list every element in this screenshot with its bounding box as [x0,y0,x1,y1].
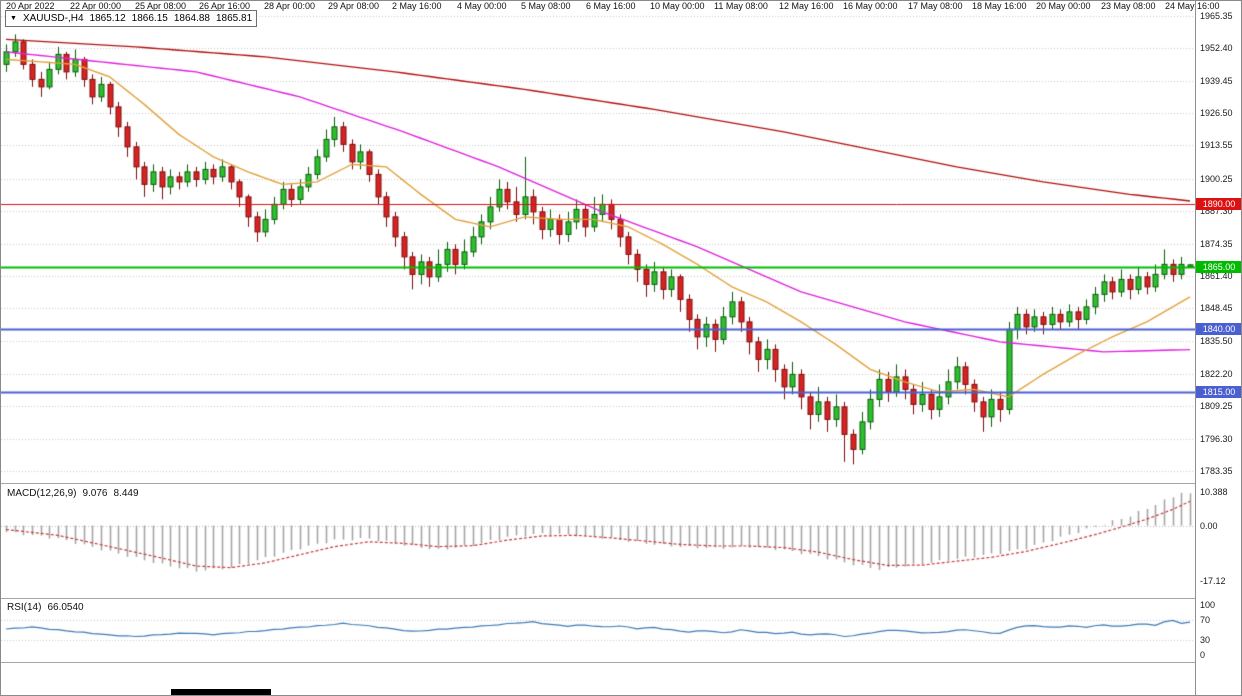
ohlc-high-value: 1866.15 [131,13,168,24]
rsi-axis-label: 30 [1200,635,1211,645]
ohlc-close-value: 1865.81 [215,13,253,24]
ohlc-open-value: 1865.12 [89,13,126,24]
date-label: 2 May 16:00 [392,1,442,11]
price-axis-label: 1861.40 [1200,271,1233,281]
price-axis-label: 1887.30 [1200,206,1233,216]
date-label: 16 May 00:00 [843,1,898,11]
date-label: 5 May 08:00 [521,1,571,11]
price-axis-label: 1835.50 [1200,336,1233,346]
date-label: 6 May 16:00 [586,1,636,11]
date-label: 18 May 16:00 [972,1,1027,11]
macd-axis-label: -17.12 [1200,576,1226,586]
price-axis: 1965.35 1952.40 1939.45 1926.50 1913.55 1900.… [1195,1,1241,695]
macd-indicator-label: MACD(12,26,9) 9.076 8.449 [7,488,139,499]
date-label: 11 May 08:00 [714,1,768,11]
price-tag-1890.00: 1890.00 [1196,198,1241,210]
price-axis-label: 1874.35 [1200,239,1233,249]
price-tag-1815.00: 1815.00 [1196,386,1241,398]
symbol-info-bar: ▼ XAUUSD-,H4 1865.12 1866.15 1864.88 186… [5,10,258,27]
price-axis-label: 1848.45 [1200,303,1233,313]
date-label: 10 May 00:00 [650,1,705,11]
price-axis-label: 1952.40 [1200,43,1233,53]
panel-separator-macd[interactable] [1,483,1241,484]
macd-axis-label: 0.00 [1200,521,1218,531]
date-label: 23 May 08:00 [1101,1,1156,11]
date-label: 4 May 00:00 [457,1,507,11]
price-axis-label: 1913.55 [1200,140,1233,150]
rsi-indicator-label: RSI(14) 66.0540 [7,602,84,613]
macd-axis-label: 10.388 [1200,487,1228,497]
date-label: 17 May 08:00 [908,1,963,11]
price-axis-label: 1965.35 [1200,11,1233,21]
rsi-axis-label: 100 [1200,600,1216,610]
price-axis-label: 1783.35 [1200,466,1233,476]
macd-name: MACD(12,26,9) [7,488,77,499]
macd-indicator-canvas[interactable] [1,484,1195,598]
panel-separator-rsi[interactable] [1,598,1241,599]
price-tag-1840.00: 1840.00 [1196,323,1241,335]
date-label: 24 May 16:00 [1165,1,1220,11]
date-label: 20 Apr 2022 [6,1,55,11]
price-chart-canvas[interactable] [1,1,1195,483]
date-label: 26 Apr 16:00 [199,1,251,11]
ohlc-dropdown-triangle-icon[interactable]: ▼ [10,15,17,22]
price-axis-label: 1939.45 [1200,76,1233,86]
symbol-timeframe-label: XAUUSD-,H4 [22,13,84,24]
rsi-indicator-canvas[interactable] [1,599,1195,662]
taskbar-fragment [171,689,271,695]
date-label: 25 Apr 08:00 [135,1,187,11]
price-tag-1865.00: 1865.00 [1196,261,1241,273]
date-label: 28 Apr 00:00 [264,1,316,11]
rsi-name: RSI(14) [7,602,42,613]
price-axis-label: 1822.20 [1200,369,1233,379]
panel-separator-dates [1,662,1241,663]
price-axis-label: 1809.25 [1200,401,1233,411]
macd-value-main: 9.076 [82,488,108,499]
macd-value-signal: 8.449 [113,488,139,499]
rsi-value: 66.0540 [47,602,84,613]
price-axis-label: 1900.25 [1200,174,1233,184]
rsi-axis-label: 70 [1200,615,1211,625]
date-label: 29 Apr 08:00 [328,1,380,11]
date-label: 22 Apr 00:00 [70,1,122,11]
price-axis-label: 1796.30 [1200,434,1233,444]
rsi-axis-label: 0 [1200,650,1206,660]
date-label: 20 May 00:00 [1036,1,1091,11]
ohlc-low-value: 1864.88 [173,13,210,24]
price-axis-label: 1926.50 [1200,108,1233,118]
date-label: 12 May 16:00 [779,1,834,11]
